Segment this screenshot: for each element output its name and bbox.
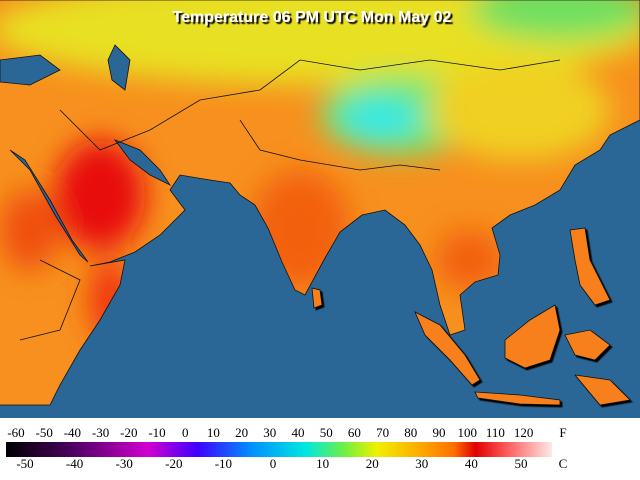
celsius-label: -30 (116, 456, 133, 471)
fahrenheit-label: 0 (182, 425, 189, 440)
sulawesi (564, 329, 611, 361)
philippines (569, 227, 611, 306)
border (19, 259, 81, 341)
fahrenheit-label: -10 (148, 425, 165, 440)
caspian-sea (107, 44, 131, 91)
map-title: Temperature 06 PM UTC Mon May 02 (173, 9, 452, 26)
celsius-label: -10 (215, 456, 232, 471)
sri-lanka (311, 287, 323, 309)
celsius-labels: -50 -40 -30 -20 -10 0 10 20 30 40 50 (16, 456, 527, 471)
border (59, 59, 561, 151)
fahrenheit-label: -30 (92, 425, 109, 440)
celsius-label: 50 (515, 456, 528, 471)
fahrenheit-label: -60 (7, 425, 24, 440)
sumatra (414, 311, 481, 386)
color-scale (6, 442, 552, 457)
fahrenheit-label: 110 (486, 425, 505, 440)
celsius-label: 20 (366, 456, 379, 471)
celsius-label: 40 (465, 456, 478, 471)
border (239, 119, 441, 171)
fahrenheit-label: 40 (292, 425, 305, 440)
fahrenheit-label: 60 (348, 425, 361, 440)
coastline (0, 0, 640, 406)
fahrenheit-label: 100 (457, 425, 477, 440)
fahrenheit-label: -50 (36, 425, 53, 440)
fahrenheit-label: 50 (320, 425, 333, 440)
black-sea (0, 54, 61, 86)
fahrenheit-label: -20 (120, 425, 137, 440)
celsius-label: -40 (66, 456, 83, 471)
persian-gulf (113, 139, 172, 187)
islands (311, 227, 631, 406)
land (0, 0, 640, 405)
borders (19, 59, 561, 341)
celsius-label: 0 (270, 456, 277, 471)
unit-label: F (559, 425, 566, 440)
fahrenheit-label: 80 (404, 425, 417, 440)
unit-label: C (559, 456, 568, 471)
java (474, 391, 561, 406)
fahrenheit-label: 90 (433, 425, 446, 440)
celsius-label: 10 (316, 456, 329, 471)
red-sea (9, 149, 89, 263)
fahrenheit-label: 120 (514, 425, 534, 440)
celsius-label: -50 (16, 456, 33, 471)
fahrenheit-labels: -60 -50 -40 -30 -20 -10 0 10 20 30 40 50 60 70 80 90 100… (7, 425, 533, 440)
fahrenheit-label: 70 (376, 425, 389, 440)
celsius-label: -20 (165, 456, 182, 471)
fahrenheit-label: 10 (207, 425, 220, 440)
fahrenheit-label: 20 (235, 425, 248, 440)
borneo (504, 304, 561, 369)
fahrenheit-label: 30 (263, 425, 276, 440)
fahrenheit-label: -40 (64, 425, 81, 440)
celsius-label: 30 (415, 456, 428, 471)
east-islands (574, 374, 631, 406)
inland-seas (0, 44, 172, 263)
